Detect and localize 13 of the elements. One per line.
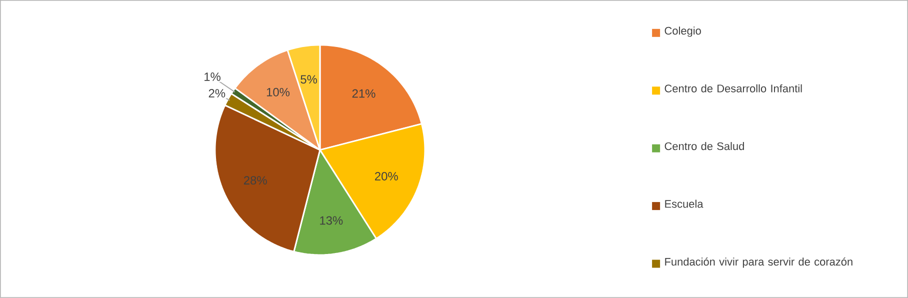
data-label: 28%	[244, 176, 267, 185]
legend-label: Centro de Desarrollo Infantil	[664, 84, 802, 92]
legend-label: Fundación vivir para servir de corazón	[665, 258, 852, 268]
legend-label: Escuela	[665, 200, 704, 208]
data-label: 1%	[204, 72, 220, 81]
data-label: 13%	[320, 216, 343, 225]
data-label: 5%	[300, 75, 318, 84]
data-label: 10%	[266, 88, 290, 96]
data-label: 20%	[375, 172, 398, 181]
data-label: 2%	[208, 89, 226, 98]
legend-label: Centro de Salud	[664, 142, 744, 150]
legend-label: Colegio	[664, 26, 701, 37]
data-label: 21%	[352, 89, 376, 98]
